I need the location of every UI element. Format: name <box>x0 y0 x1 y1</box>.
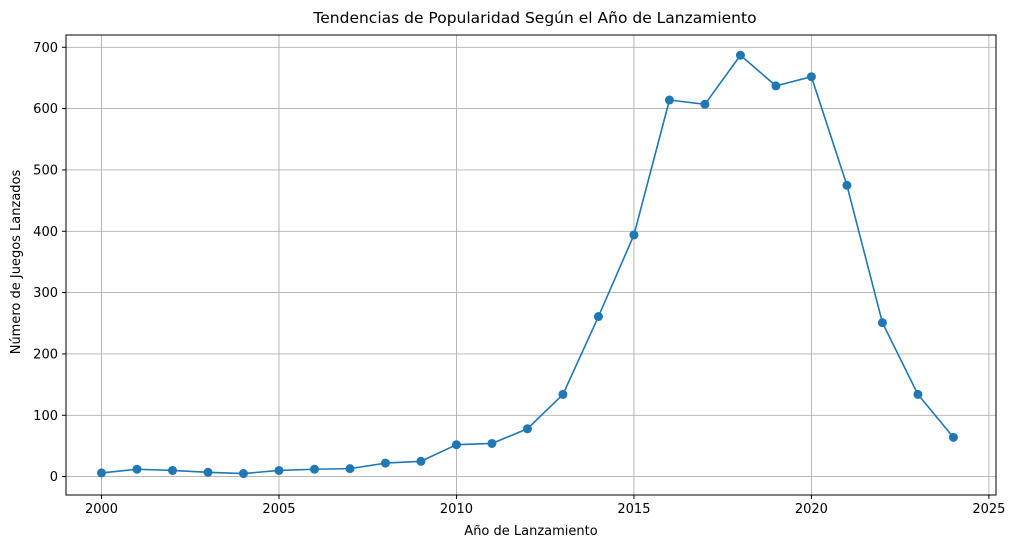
y-tick-label: 100 <box>33 409 58 424</box>
data-point <box>558 389 568 399</box>
data-point <box>416 456 426 466</box>
x-axis-label: Año de Lanzamiento <box>464 524 597 539</box>
data-point <box>629 230 639 240</box>
data-point <box>167 465 177 475</box>
x-tick-label: 2020 <box>795 502 828 517</box>
series-layer <box>96 50 958 479</box>
y-tick-label: 500 <box>33 163 58 178</box>
x-tick-label: 2025 <box>972 502 1005 517</box>
plot-frame <box>65 34 997 496</box>
data-point <box>842 180 852 190</box>
data-point <box>877 318 887 328</box>
data-point <box>664 95 674 105</box>
data-point <box>309 464 319 474</box>
y-tick-label: 700 <box>33 41 58 56</box>
y-tick-label: 300 <box>33 286 58 301</box>
data-point <box>274 465 284 475</box>
y-tick-label: 600 <box>33 102 58 117</box>
data-point <box>238 469 248 479</box>
y-axis-label: Número de Juegos Lanzados <box>9 170 24 355</box>
y-tick-label: 200 <box>33 347 58 362</box>
y-tick-label: 400 <box>33 225 58 240</box>
x-axis-ticks: 2000 2005 2010 2015 2020 2025 <box>85 495 1005 517</box>
data-point <box>700 99 710 109</box>
data-point <box>451 440 461 450</box>
data-point <box>96 468 106 478</box>
data-point <box>522 424 532 434</box>
data-point <box>771 81 781 91</box>
data-point <box>948 432 958 442</box>
data-point <box>806 72 816 82</box>
data-point <box>735 50 745 60</box>
chart-title: Tendencias de Popularidad Según el Año d… <box>312 9 756 27</box>
data-point <box>380 458 390 468</box>
data-point <box>913 389 923 399</box>
data-point <box>487 438 497 448</box>
data-point <box>345 464 355 474</box>
data-point <box>203 467 213 477</box>
x-tick-label: 2010 <box>440 502 473 517</box>
y-tick-label: 0 <box>50 470 58 485</box>
y-axis-ticks: 0 100 200 300 400 500 600 700 <box>33 41 66 485</box>
data-point <box>593 312 603 322</box>
grid <box>66 35 996 495</box>
x-tick-label: 2000 <box>85 502 118 517</box>
x-tick-label: 2005 <box>262 502 295 517</box>
data-point <box>132 464 142 474</box>
x-tick-label: 2015 <box>617 502 650 517</box>
